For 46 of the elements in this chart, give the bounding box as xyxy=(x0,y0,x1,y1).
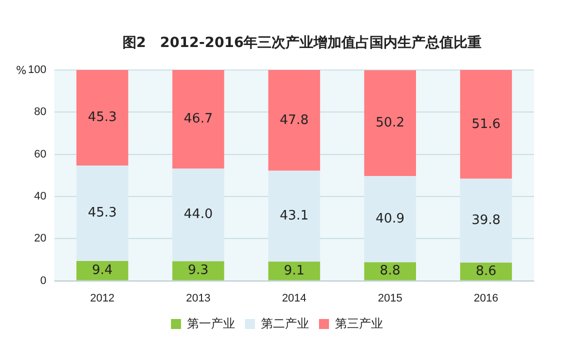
data-label: 40.9 xyxy=(376,212,405,227)
y-tick-label: 20 xyxy=(34,232,46,245)
x-tick-label: 2013 xyxy=(186,292,210,304)
bar xyxy=(364,176,416,262)
data-label: 8.8 xyxy=(380,264,400,279)
bar xyxy=(76,70,128,166)
y-tick-label: 80 xyxy=(34,106,46,118)
legend-label: 第一产业 xyxy=(187,316,235,330)
y-tick-label: 40 xyxy=(34,190,46,203)
y-tick-label: 100 xyxy=(28,64,46,76)
chart-title: 图2 2012-2016年三次产业增加值占国内生产总值比重 xyxy=(121,34,483,52)
bar xyxy=(172,168,224,262)
bar xyxy=(268,170,320,262)
x-tick-label: 2012 xyxy=(90,292,115,304)
bar xyxy=(172,261,224,280)
bar xyxy=(460,262,512,280)
x-tick-label: 2014 xyxy=(282,292,306,304)
data-label: 39.8 xyxy=(472,213,501,228)
data-label: 43.1 xyxy=(280,208,309,224)
y-axis-title: % xyxy=(16,64,26,77)
data-label: 8.6 xyxy=(476,264,496,279)
data-label: 9.4 xyxy=(92,263,113,278)
bar xyxy=(460,70,512,179)
bar xyxy=(76,260,128,280)
data-label: 51.6 xyxy=(472,116,501,132)
data-label: 45.3 xyxy=(88,110,117,126)
y-tick-label: 60 xyxy=(34,148,46,160)
bar xyxy=(364,262,416,280)
legend-label: 第二产业 xyxy=(261,316,309,330)
bar xyxy=(172,70,224,168)
data-label: 9.3 xyxy=(188,263,209,278)
bar xyxy=(364,70,416,176)
x-tick-label: 2016 xyxy=(474,292,498,304)
data-label: 44.0 xyxy=(184,207,213,222)
data-label: 50.2 xyxy=(376,115,405,130)
data-label: 45.3 xyxy=(88,206,117,221)
x-tick-label: 2015 xyxy=(378,292,402,304)
data-label: 46.7 xyxy=(184,112,213,127)
legend-label: 第三产业 xyxy=(335,316,383,330)
bar xyxy=(268,70,320,171)
y-tick-label: 0 xyxy=(40,274,46,287)
bar xyxy=(76,165,128,261)
bar xyxy=(268,262,320,280)
bar xyxy=(460,178,512,263)
data-label: 9.1 xyxy=(284,263,305,278)
data-label: 47.8 xyxy=(280,112,309,128)
